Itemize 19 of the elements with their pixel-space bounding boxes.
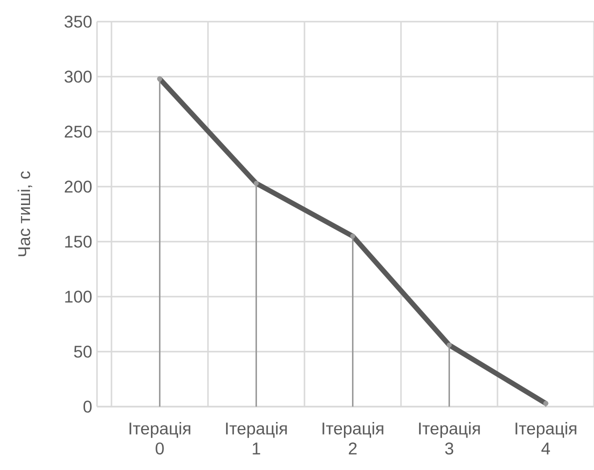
- y-tick-label: 300: [64, 70, 92, 83]
- y-tick-label: 200: [64, 180, 92, 193]
- point: [157, 76, 162, 82]
- y-tick-label: 150: [65, 236, 92, 248]
- y-tick-label: 350: [64, 16, 92, 28]
- x-tick-label: Ітерація 0: [130, 422, 190, 455]
- point: [543, 400, 548, 406]
- y-tick-label: 50: [74, 346, 92, 358]
- y-tick-label: 250: [64, 126, 92, 138]
- point: [446, 342, 452, 348]
- x-tick-label: Ітерація 4: [516, 422, 576, 454]
- point: [350, 234, 356, 239]
- x-tick-label: Ітерація 2: [322, 422, 384, 454]
- x-tick-label: Ітерація 3: [419, 422, 480, 455]
- y-tick-label: 0: [84, 400, 92, 413]
- y-axis-title: Час тиші, с: [18, 171, 32, 256]
- y-tick-label: 100: [65, 290, 92, 303]
- point: [254, 180, 259, 186]
- x-tick-label: Ітерація 1: [226, 422, 287, 454]
